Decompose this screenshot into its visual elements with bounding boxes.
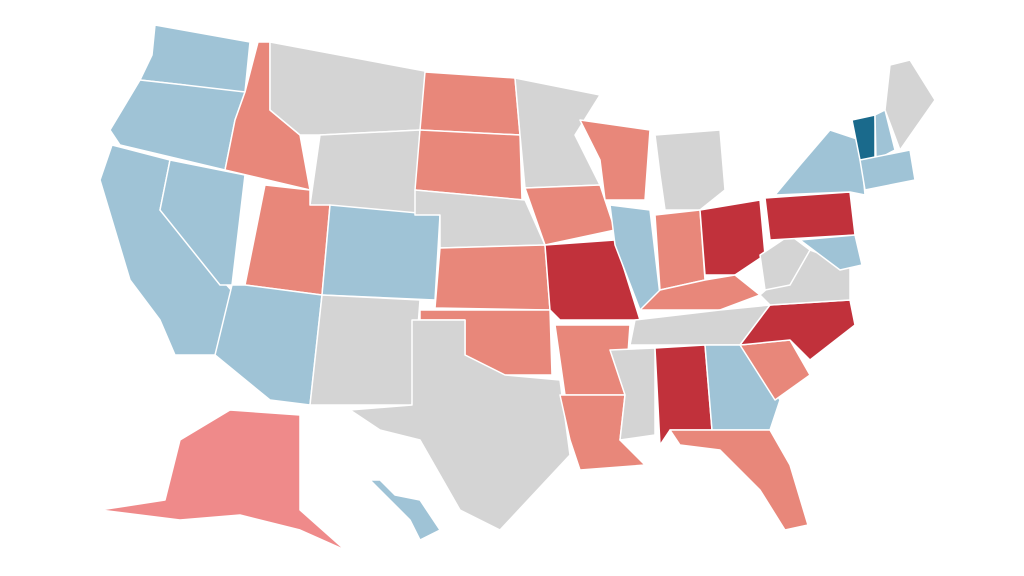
state [99,409,346,551]
state [799,234,863,271]
state [269,41,431,136]
state [884,59,936,151]
state [309,294,421,406]
state [859,149,916,191]
state [419,71,521,136]
state [669,429,809,531]
state [349,319,571,531]
state [654,129,726,211]
state [369,479,441,541]
state [214,284,323,406]
state [699,199,766,276]
state [764,191,856,241]
state [654,209,706,291]
state [874,109,896,161]
state [434,244,551,311]
state [414,129,523,201]
state [579,119,651,201]
state [609,347,656,441]
state [774,129,866,196]
state [544,239,641,321]
state [309,129,421,216]
state [321,204,441,301]
state [704,344,781,431]
